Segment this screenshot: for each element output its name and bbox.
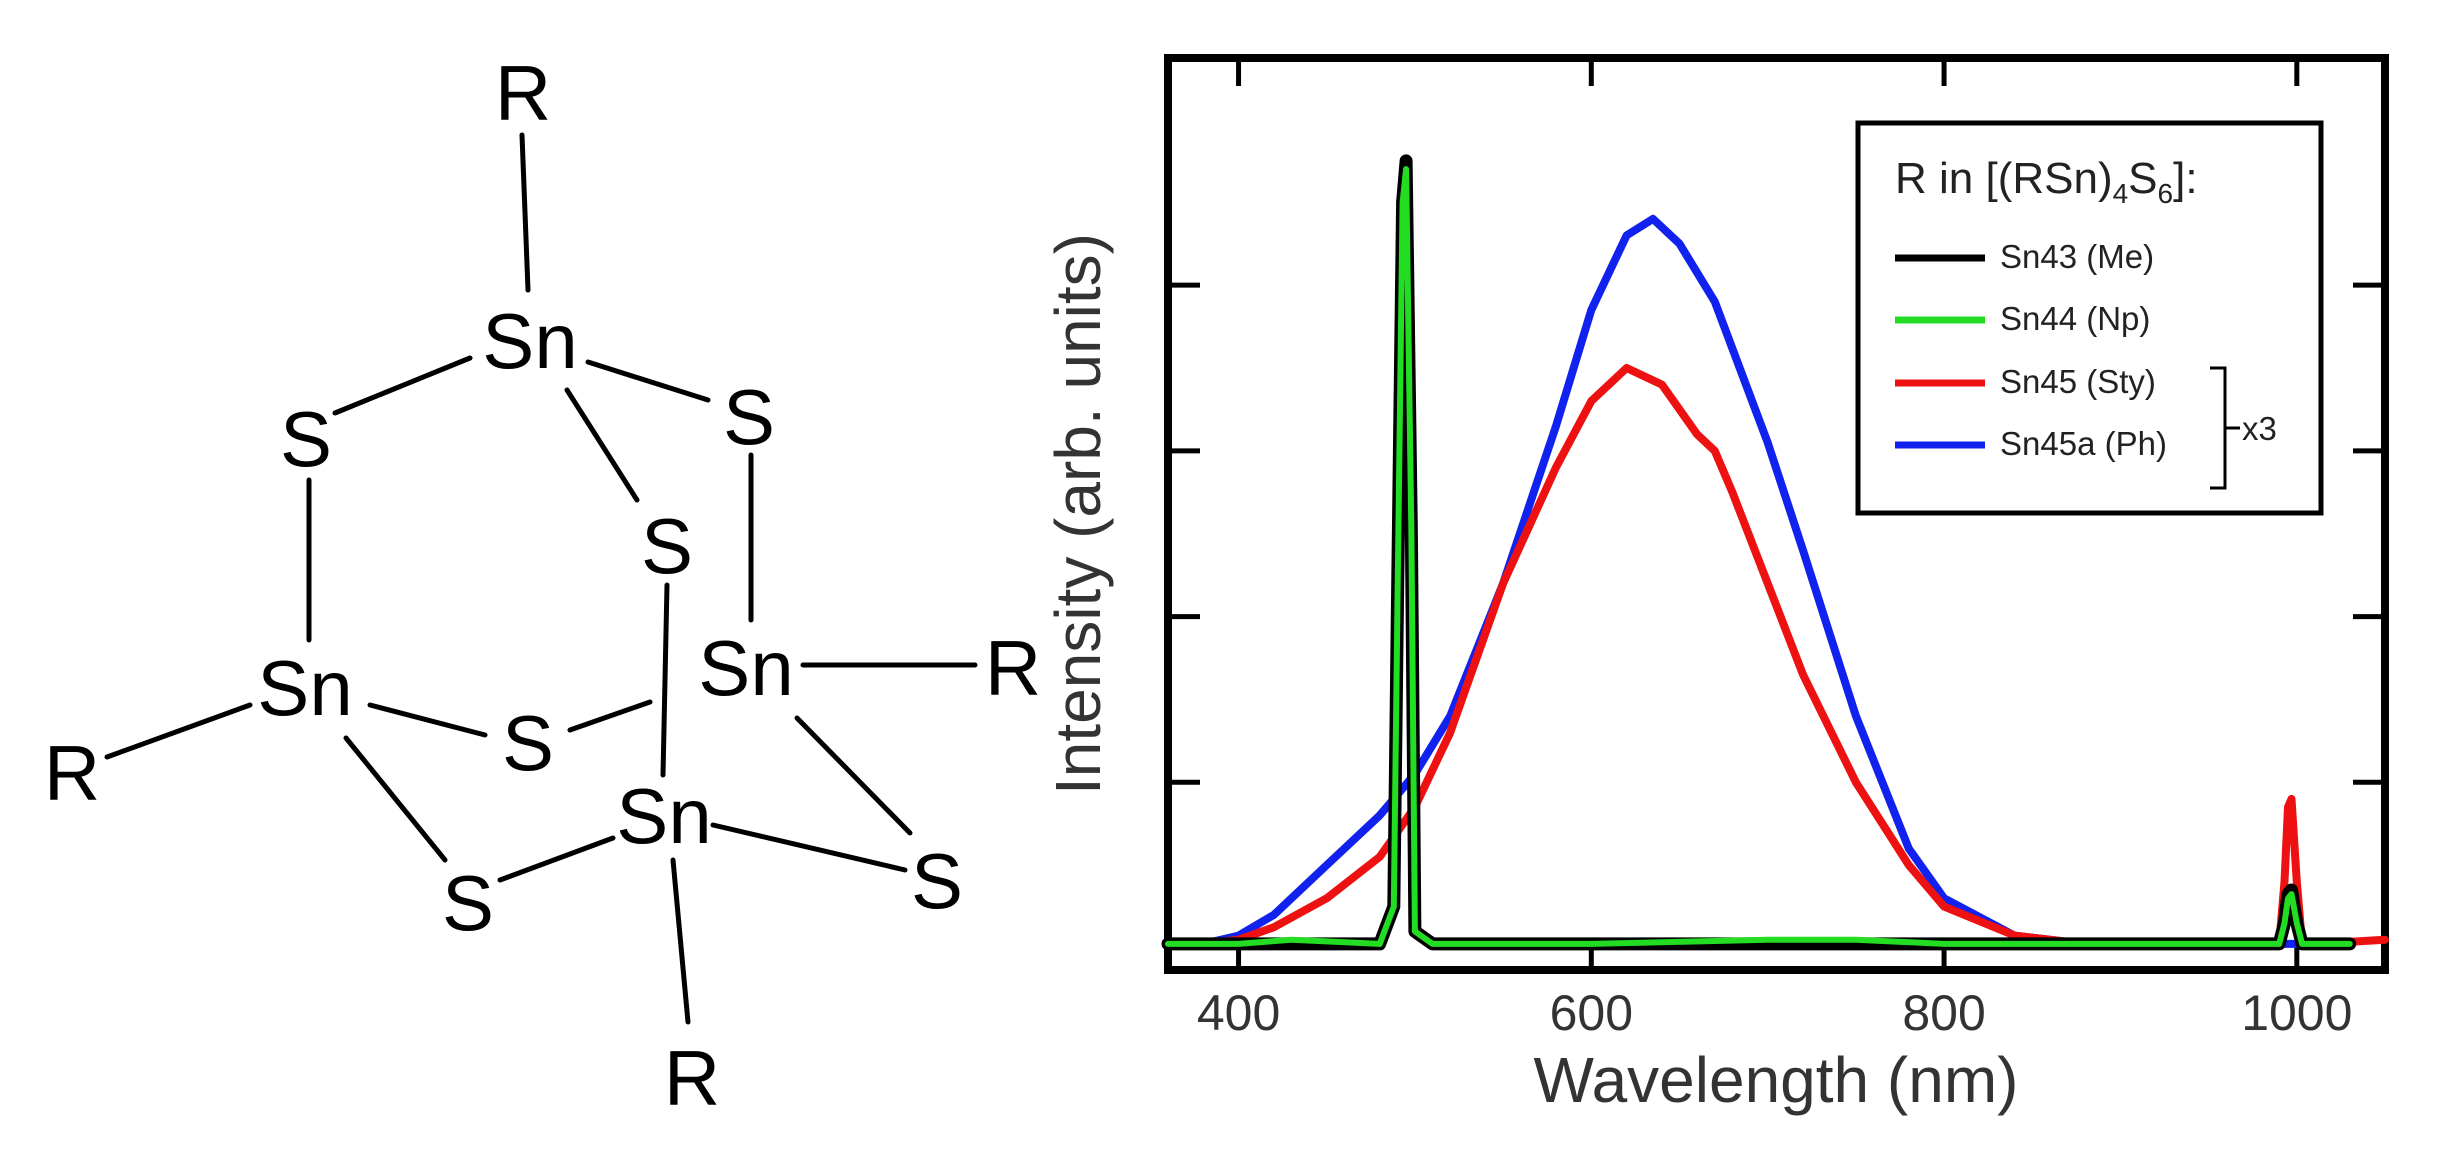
atom-sn-left: Sn <box>257 644 352 732</box>
bond-sn-top-s-left <box>332 355 473 416</box>
x-tick-label-1000: 1000 <box>2241 985 2352 1041</box>
bond-sn-top-s-right <box>585 359 711 403</box>
x-tick-label-400: 400 <box>1197 985 1280 1041</box>
scale-bracket <box>2210 366 2240 490</box>
atom-sn-top: Sn <box>482 297 577 385</box>
bond-s-mid-sn-bottom <box>660 582 670 778</box>
x-tick-label-800: 800 <box>1902 985 1985 1041</box>
atom-s-middle: S <box>641 502 693 590</box>
series-line-sn45a-ph <box>1199 214 2301 948</box>
bond-sn-bottom-s-bottom-right <box>710 822 908 873</box>
legend-entries: Sn43 (Me) Sn44 (Np) Sn45 (Sty) Sn45a (Ph) <box>1895 238 2167 462</box>
legend-label-sn45a-ph: Sn45a (Ph) <box>2000 425 2167 462</box>
legend-label-sn43-me: Sn43 (Me) <box>2000 238 2154 275</box>
bond-sn-left-s-bottom-left <box>343 735 448 863</box>
atom-s-upper-right: S <box>723 373 775 461</box>
atom-s-upper-left: S <box>280 395 332 483</box>
atom-r-top: R <box>495 49 551 137</box>
legend-label-sn44-np: Sn44 (Np) <box>2000 300 2150 337</box>
x-axis-ticks: 400 600 800 1000 <box>1197 58 2352 1041</box>
legend-label-sn45-sty: Sn45 (Sty) <box>2000 363 2156 400</box>
molecule-bonds <box>104 132 978 1025</box>
atom-sn-bottom: Sn <box>616 772 711 860</box>
atom-s-lower-left: S <box>442 859 494 947</box>
legend-title: R in [(RSn)4S6]: <box>1895 154 2198 209</box>
bond-sn-left-s-center <box>367 702 488 738</box>
scale-note-x3: x3 <box>2242 410 2277 447</box>
tin-sulfide-cluster-structure: R Sn S S S Sn R Sn R S Sn S S R <box>44 49 1041 1122</box>
bond-sn-right-s-bottom-right <box>794 715 913 836</box>
y-axis-ticks <box>1168 282 2385 785</box>
atom-r-right: R <box>985 624 1041 712</box>
x-axis-title: Wavelength (nm) <box>1534 1044 2019 1116</box>
bond-sn-top-s-mid <box>564 387 640 503</box>
y-axis-title: Intensity (arb. units) <box>1042 233 1114 795</box>
atom-sn-right: Sn <box>698 624 793 712</box>
atom-r-bottom: R <box>664 1034 720 1122</box>
bond-s-center-sn-bottom <box>567 699 653 733</box>
bond-top-r-sn <box>519 132 531 293</box>
series-line-sn44-np <box>1165 166 2353 947</box>
bond-sn-bottom-r-bottom <box>670 857 691 1025</box>
atom-s-center: S <box>502 699 554 787</box>
atom-r-left: R <box>44 729 100 817</box>
x-tick-label-600: 600 <box>1550 985 1633 1041</box>
legend: R in [(RSn)4S6]: Sn43 (Me) Sn44 (Np) Sn45 … <box>1855 120 2324 516</box>
molecule-atoms: R Sn S S S Sn R Sn R S Sn S S R <box>44 49 1041 1122</box>
bond-s-bottom-left-sn-bottom <box>497 835 616 883</box>
bond-sn-left-r-left <box>104 702 253 760</box>
emission-spectrum-chart: 400 600 800 1000 Wavelength (nm) Intensity … <box>1042 54 2389 1116</box>
atom-s-lower-right: S <box>911 837 963 925</box>
series-layer <box>1161 154 2389 951</box>
plot-frame <box>1164 54 2389 974</box>
